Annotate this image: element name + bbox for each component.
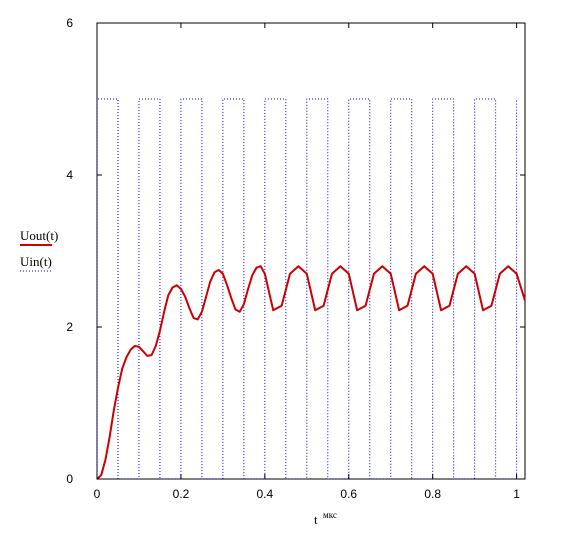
series-line-uout bbox=[96, 265, 526, 480]
series-layer bbox=[96, 98, 526, 480]
x-tick-label: 1 bbox=[513, 487, 520, 501]
x-tick-label: 0.4 bbox=[256, 487, 273, 501]
x-tick-label: 0.8 bbox=[424, 487, 441, 501]
x-axis-label: t bbox=[314, 512, 318, 527]
x-tick-label: 0 bbox=[94, 487, 101, 501]
labels-layer: t мкс bbox=[314, 510, 337, 527]
legend-label-uin: Uin(t) bbox=[20, 254, 52, 269]
legend: Uout(t) Uin(t) bbox=[20, 228, 58, 272]
x-axis-unit: мкс bbox=[323, 510, 337, 520]
y-tick-label: 0 bbox=[66, 472, 73, 486]
plot-area bbox=[96, 22, 526, 480]
y-tick-label: 6 bbox=[66, 16, 73, 30]
y-tick-label: 4 bbox=[66, 168, 73, 182]
plot-frame bbox=[96, 22, 526, 480]
x-tick-label: 0.2 bbox=[173, 487, 190, 501]
x-tick-label: 0.6 bbox=[340, 487, 357, 501]
ticks-layer: 0 0.2 0.4 0.6 0.8 1 0 2 4 6 bbox=[66, 16, 525, 501]
legend-label-uout: Uout(t) bbox=[20, 228, 58, 243]
y-tick-label: 2 bbox=[66, 320, 73, 334]
